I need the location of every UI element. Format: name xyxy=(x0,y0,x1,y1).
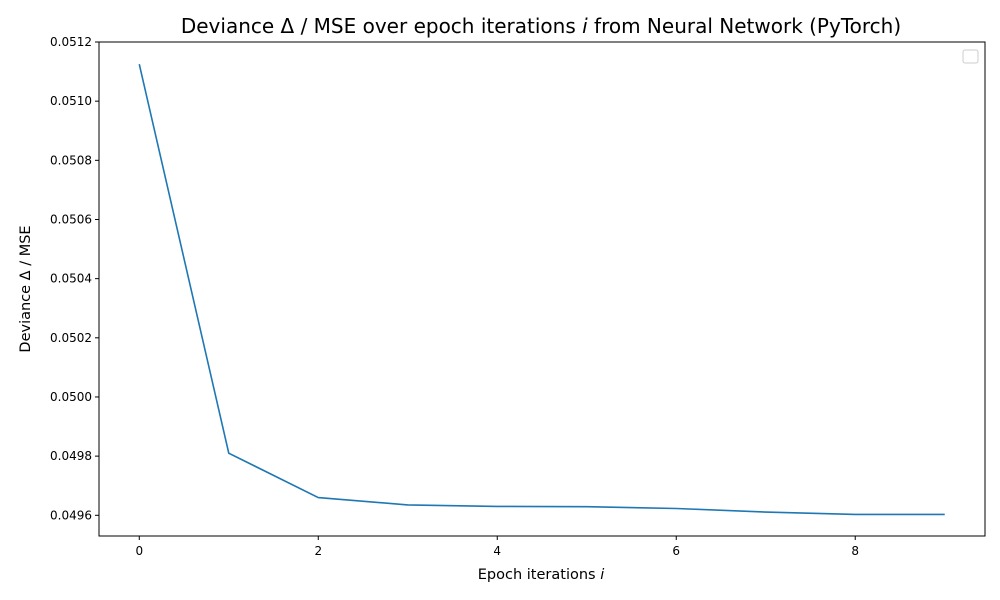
chart-title-italic-i: i xyxy=(582,14,588,38)
y-tick-label: 0.0506 xyxy=(50,212,92,226)
y-tick-label: 0.0500 xyxy=(50,390,92,404)
legend xyxy=(962,49,979,64)
y-tick-label: 0.0496 xyxy=(50,508,92,522)
series-line xyxy=(138,64,945,516)
x-tick-label: 0 xyxy=(135,544,143,558)
x-tick-label: 2 xyxy=(314,544,322,558)
legend-box xyxy=(962,49,979,64)
y-tick-label: 0.0512 xyxy=(50,35,92,49)
x-axis-label: Epoch iterations i xyxy=(478,567,604,583)
chart-title-part-1: Deviance Δ / MSE over epoch iterations xyxy=(181,14,582,38)
x-axis-label-part-1: Epoch iterations xyxy=(478,567,600,583)
x-tick-label: 8 xyxy=(851,544,859,558)
chart-title: Deviance Δ / MSE over epoch iterations i… xyxy=(181,14,901,38)
x-tick-label: 4 xyxy=(493,544,501,558)
chart-title-part-2: from Neural Network (PyTorch) xyxy=(588,14,901,38)
y-tick-label: 0.0498 xyxy=(50,449,92,463)
y-tick-label: 0.0508 xyxy=(50,153,92,167)
x-axis-ticks: 0 2 4 6 8 xyxy=(135,536,859,558)
x-tick-label: 6 xyxy=(672,544,680,558)
y-tick-label: 0.0504 xyxy=(50,272,92,286)
y-tick-label: 0.0510 xyxy=(50,94,92,108)
plot-frame xyxy=(98,41,986,537)
y-axis-ticks: 0.0496 0.0498 0.0500 0.0502 0.0504 0.0506 0.05… xyxy=(50,35,99,522)
y-tick-label: 0.0502 xyxy=(50,331,92,345)
x-axis-label-italic-i: i xyxy=(600,567,604,583)
plot-area: 0 2 4 6 8 0.0496 0.0498 0.0500 0.0502 0.0504 0.05… xyxy=(50,35,986,558)
y-axis-label: Deviance Δ / MSE xyxy=(18,225,34,352)
